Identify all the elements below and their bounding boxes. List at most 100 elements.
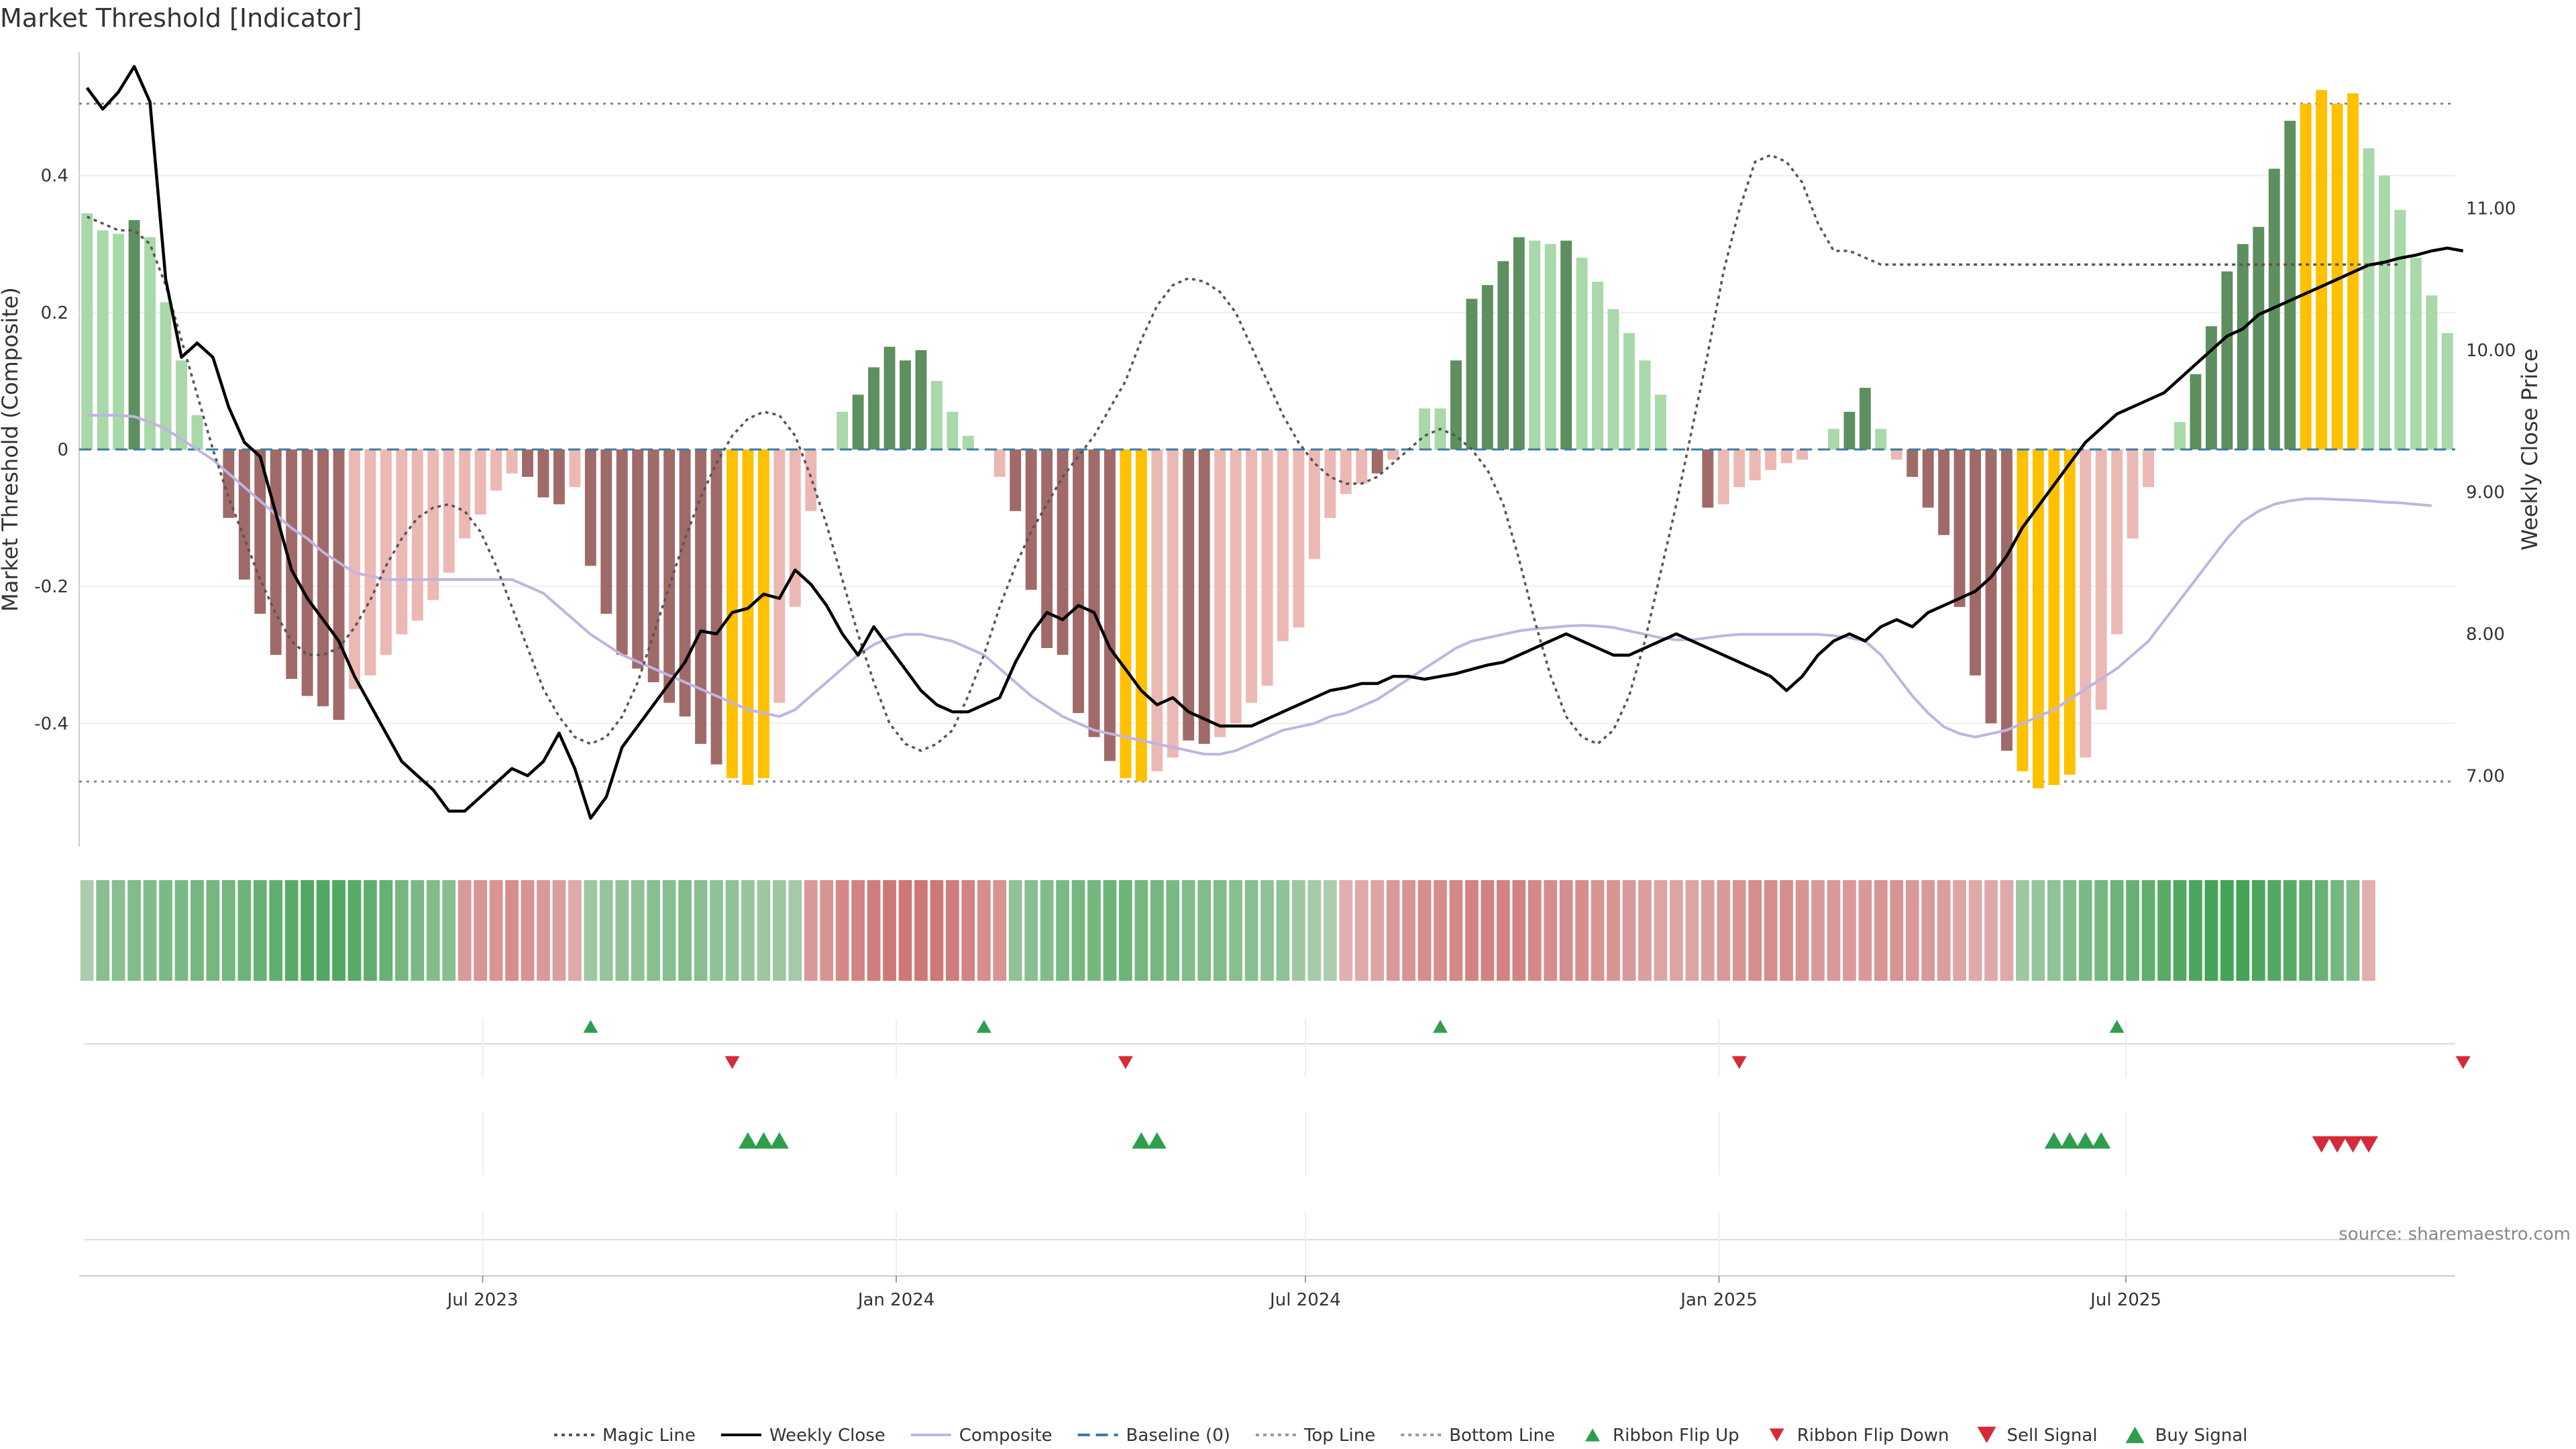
threshold-bar [1780, 449, 1792, 464]
ribbon-cell [930, 880, 944, 981]
ribbon-cell [96, 880, 110, 981]
legend-label: Bottom Line [1449, 1426, 1555, 1446]
threshold-bar [1702, 449, 1714, 508]
y-axis-title: Market Threshold (Composite) [0, 287, 23, 612]
ribbon-cell [1937, 880, 1951, 981]
ribbon-cell [867, 880, 881, 981]
ribbon-cell [2346, 880, 2360, 981]
ribbon-cell [1685, 880, 1699, 981]
ribbon-flip-down-marker [724, 1056, 740, 1069]
x-tick-label: Jul 2023 [446, 1290, 519, 1310]
ribbon-cell [143, 880, 157, 981]
ribbon-cell [678, 880, 692, 981]
y2-axis-title: Weekly Close Price [2517, 348, 2542, 550]
ribbon-cell [301, 880, 314, 981]
ribbon-cell [1056, 880, 1069, 981]
ribbon-cell [2094, 880, 2108, 981]
threshold-bar [632, 449, 644, 669]
ribbon-cell [1323, 880, 1337, 981]
ribbon-cell [379, 880, 393, 981]
ribbon-cell [347, 880, 362, 981]
threshold-bar [1246, 449, 1257, 703]
legend-swatch [1769, 1428, 1784, 1442]
source-label: source: sharemaestro.com [2339, 1224, 2571, 1244]
threshold-bar [1592, 281, 1604, 449]
threshold-bar [773, 449, 786, 703]
threshold-bar [584, 449, 596, 566]
threshold-bar [2378, 175, 2390, 449]
ribbon-cell [993, 880, 1007, 981]
ribbon-flip-up-marker [2109, 1020, 2125, 1033]
ribbon-cell [2220, 880, 2234, 981]
ribbon-cell [2110, 880, 2124, 981]
ribbon-cell [191, 880, 204, 981]
threshold-bar [553, 449, 565, 504]
composite-line [87, 414, 2432, 756]
x-tick-label: Jul 2025 [2089, 1290, 2161, 1310]
threshold-bar [1765, 449, 1777, 470]
threshold-bar [2205, 326, 2217, 449]
threshold-bar [789, 449, 801, 607]
ribbon-cell [1890, 880, 1904, 981]
ribbon-cell [2283, 880, 2297, 981]
threshold-bar [506, 449, 518, 474]
ribbon-cell [2078, 880, 2092, 981]
threshold-bar [679, 449, 691, 717]
threshold-bar [616, 449, 628, 655]
threshold-bar [930, 380, 943, 449]
threshold-bar [317, 449, 329, 706]
ribbon-cell [1622, 880, 1636, 981]
ribbon-cell [474, 880, 488, 981]
ribbon-cell [1244, 880, 1258, 981]
threshold-bar [254, 449, 266, 614]
magic-line [87, 154, 2400, 753]
threshold-bar [1654, 394, 1666, 449]
threshold-bar [1277, 449, 1289, 641]
ribbon-cell [1780, 880, 1793, 981]
threshold-bar [1922, 449, 1934, 508]
ribbon-flip-up-marker [976, 1020, 991, 1033]
ribbon-cell [2016, 880, 2029, 981]
threshold-bar [411, 449, 423, 621]
ribbon-cell [1921, 880, 1935, 981]
ribbon-cell [741, 880, 755, 981]
ribbon-cell [1181, 880, 1195, 981]
sell-signal-marker [2328, 1136, 2347, 1153]
threshold-bar [1623, 333, 1635, 449]
ribbon-cell [1544, 880, 1558, 981]
ribbon-cell [206, 880, 220, 981]
ribbon-cell [820, 880, 834, 981]
threshold-bar [2143, 449, 2155, 488]
main-plot-area: -0.4 -0.2 0 0.2 0.4 7.00 8.00 9.00 10.00 11.00 [34, 52, 2516, 847]
legend-item: Magic Line [554, 1426, 696, 1446]
ribbon-cell [332, 880, 345, 981]
ribbon-cell [946, 880, 959, 981]
ribbon-cell [1071, 880, 1085, 981]
ribbon-cell [1276, 880, 1290, 981]
threshold-bar [113, 233, 125, 449]
ribbon-cell [237, 880, 252, 981]
chart-title: Market Threshold [Indicator] [0, 3, 362, 33]
threshold-bar [1859, 388, 1871, 449]
y2-tick-label: 9.00 [2466, 482, 2505, 502]
ribbon-cell [1701, 880, 1715, 981]
threshold-bar [2253, 227, 2265, 449]
threshold-bar [663, 449, 676, 703]
threshold-bar [459, 449, 471, 539]
threshold-bar [1340, 449, 1352, 494]
ribbon-cell [2204, 880, 2218, 981]
ribbon-cell [1874, 880, 1888, 981]
ribbon-cell [1984, 880, 1998, 981]
ribbon-cell [269, 880, 283, 981]
ribbon-cell [537, 880, 550, 981]
threshold-bar [1985, 449, 1997, 724]
threshold-bar [1639, 360, 1651, 449]
ribbon-cell [1197, 880, 1212, 981]
signal-row [482, 1112, 2378, 1175]
threshold-bar [2426, 295, 2438, 449]
ribbon-cell [2031, 880, 2045, 981]
ribbon-cell [174, 880, 189, 981]
ribbon-cell [111, 880, 125, 981]
threshold-bar [2316, 90, 2328, 449]
ribbon-cell [1229, 880, 1242, 981]
